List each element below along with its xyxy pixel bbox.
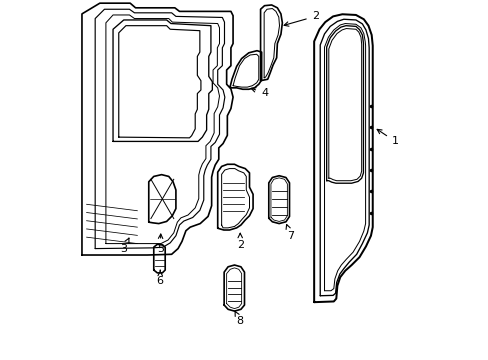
- Text: 1: 1: [376, 129, 398, 147]
- Text: 2: 2: [284, 12, 318, 26]
- Text: 2: 2: [236, 233, 244, 250]
- Text: 8: 8: [234, 311, 244, 326]
- Text: 7: 7: [285, 225, 294, 241]
- Text: 3: 3: [120, 238, 129, 253]
- Text: 4: 4: [251, 88, 267, 98]
- Text: 6: 6: [156, 270, 163, 286]
- Text: 5: 5: [156, 234, 163, 253]
